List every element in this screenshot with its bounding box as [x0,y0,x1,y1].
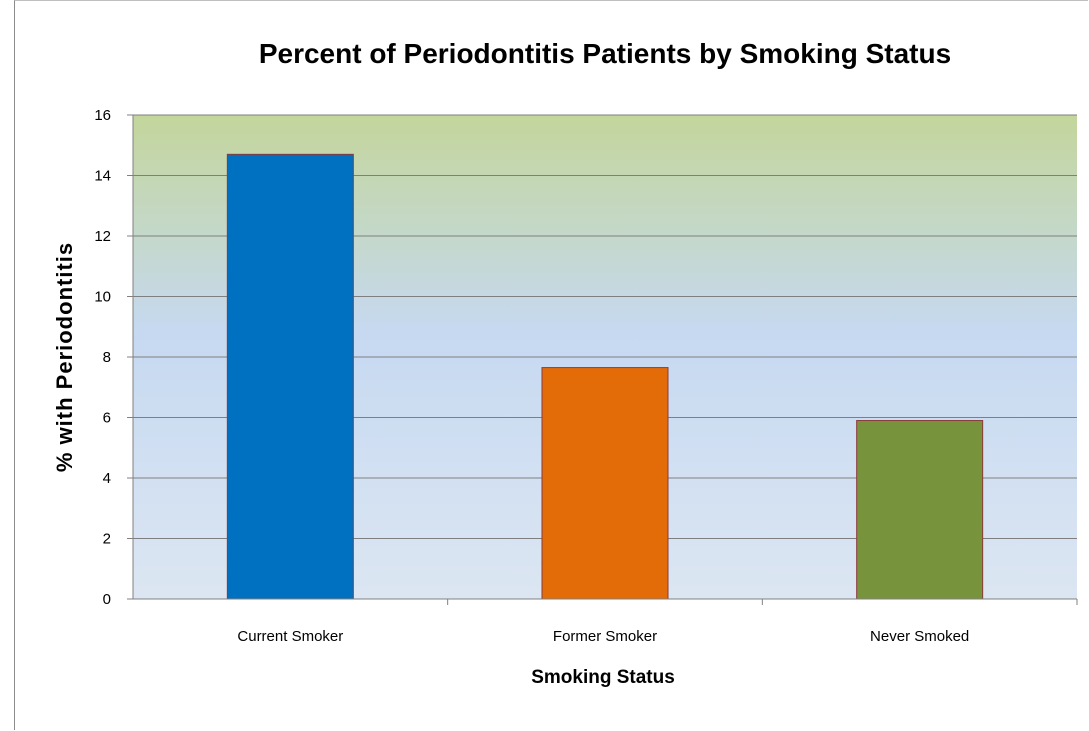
y-tick-label: 14 [94,168,111,185]
x-category-label: Current Smoker [237,628,343,645]
y-axis-ticks: 0 2 4 6 8 10 12 14 16 [94,107,133,608]
bar-never-smoked [856,420,984,600]
y-tick-label: 4 [103,470,111,487]
y-tick-label: 2 [103,531,111,548]
y-tick-label: 12 [94,228,111,245]
y-tick-label: 10 [94,289,111,306]
y-axis-label: % with Periodontitis [52,242,77,472]
chart-title: Percent of Periodontitis Patients by Smo… [258,38,952,69]
x-category-label: Former Smoker [553,628,657,645]
y-tick-label: 0 [103,591,111,608]
x-category-label: Never Smoked [870,628,969,645]
y-tick-label: 16 [94,107,111,124]
y-tick-label: 8 [103,349,111,366]
bar-former-smoker [541,367,669,600]
y-tick-label: 6 [103,410,111,427]
x-axis-categories: Current Smoker Former Smoker Never Smoked [237,599,1078,645]
bar-current-smoker [226,153,354,600]
bars [226,153,984,600]
x-axis-label: Smoking Status [531,667,675,688]
